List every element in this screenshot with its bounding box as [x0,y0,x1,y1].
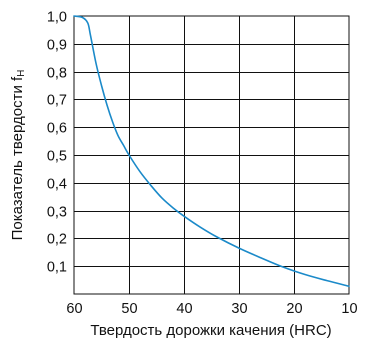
x-tick-label: 50 [121,301,137,317]
y-axis-label-sub: H [16,70,27,77]
x-tick-label: 40 [176,301,192,317]
x-tick-label: 60 [66,301,82,317]
y-tick-label: 0,2 [47,232,67,248]
y-tick-label: 0,6 [47,121,67,137]
y-tick-label: 0,9 [47,38,67,54]
series-line [73,15,350,288]
y-tick-label: 0,4 [47,177,67,193]
y-axis-label: Показатель твердости fH [9,70,27,241]
tick-labels: 0,1 0,2 0,3 0,4 0,5 0,6 0,7 0,8 0,9 1,0 60 50 40 30 20… [47,10,358,318]
y-tick-label: 0,5 [47,149,67,165]
series-layer [73,15,350,288]
y-tick-label: 0,8 [47,66,67,82]
x-axis-label: Твердость дорожки качения (HRC) [90,322,331,339]
x-tick-label: 30 [231,301,247,317]
y-tick-label: 0,7 [47,93,67,109]
y-tick-label: 0,3 [47,205,67,221]
plot-frame [73,15,350,295]
y-tick-label: 1,0 [47,10,67,26]
y-axis-label-main: Показатель твердости f [9,76,26,240]
y-tick-label: 0,1 [47,260,67,276]
x-tick-label: 10 [341,301,357,317]
x-tick-label: 20 [286,301,302,317]
grid-layer [74,16,349,294]
